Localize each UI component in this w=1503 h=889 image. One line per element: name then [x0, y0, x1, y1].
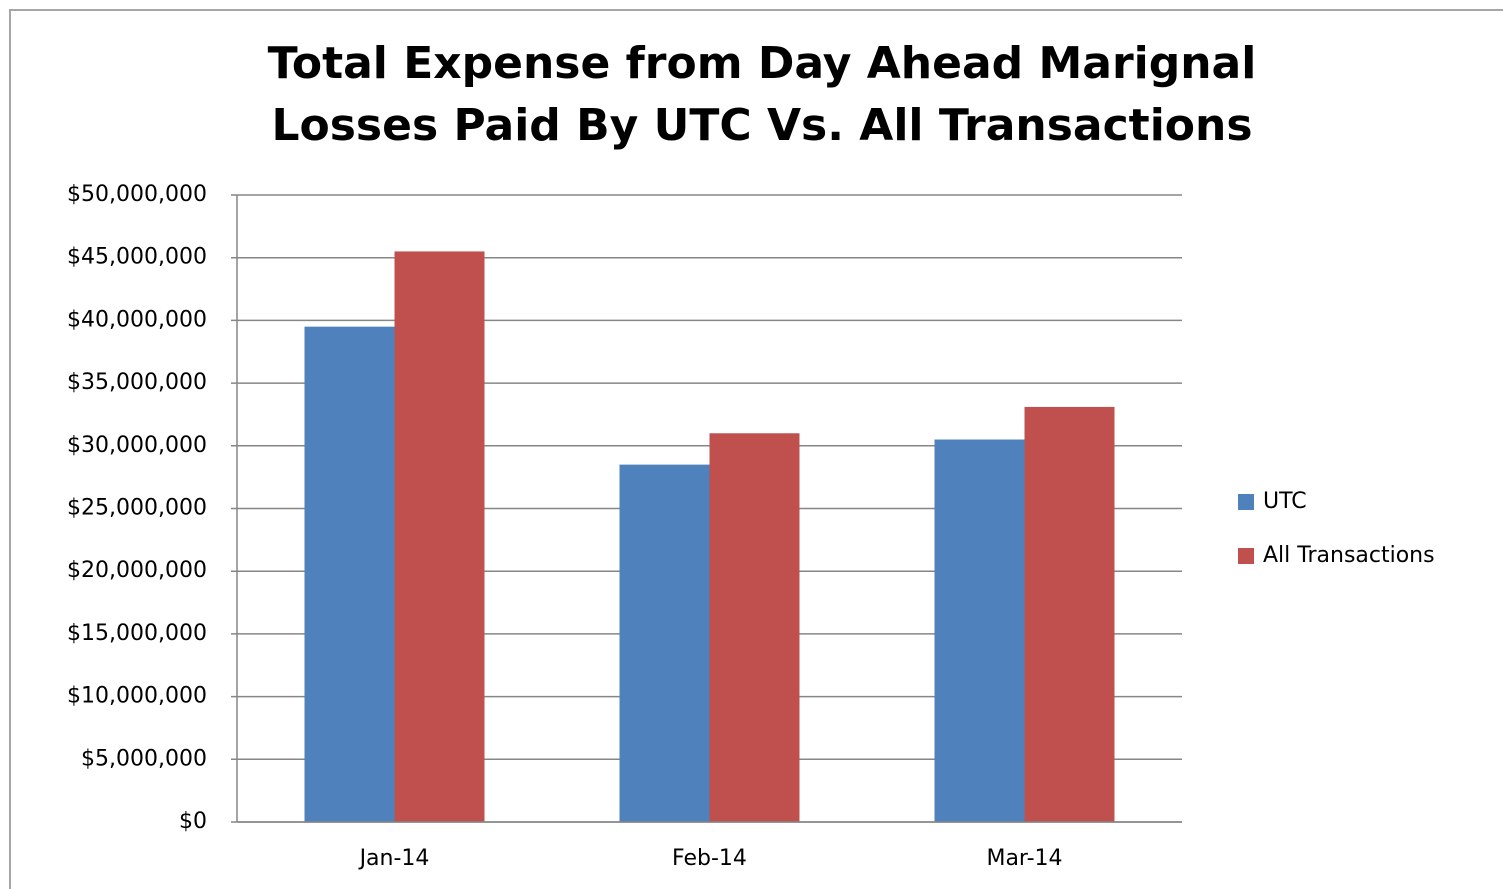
bar	[304, 326, 395, 822]
legend-swatch	[1238, 494, 1254, 510]
legend-swatch	[1238, 548, 1254, 564]
x-tick-label: Mar-14	[986, 846, 1062, 871]
y-tick-label: $15,000,000	[67, 621, 207, 646]
y-tick-label: $25,000,000	[67, 496, 207, 521]
x-tick-label: Jan-14	[358, 846, 430, 871]
legend-label: All Transactions	[1263, 543, 1435, 568]
bar	[619, 464, 710, 822]
bar	[394, 251, 485, 822]
chart-title: Total Expense from Day Ahead Marignal	[268, 38, 1257, 89]
bar	[1024, 406, 1115, 822]
y-tick-label: $0	[179, 809, 207, 834]
y-tick-label: $5,000,000	[81, 746, 207, 771]
bar	[934, 439, 1025, 822]
y-tick-label: $35,000,000	[67, 370, 207, 395]
legend-label: UTC	[1263, 489, 1307, 514]
y-tick-label: $45,000,000	[67, 245, 207, 270]
bar	[709, 433, 800, 822]
y-tick-label: $30,000,000	[67, 433, 207, 458]
y-tick-label: $20,000,000	[67, 558, 207, 583]
y-tick-label: $10,000,000	[67, 684, 207, 709]
chart-title: Losses Paid By UTC Vs. All Transactions	[271, 100, 1252, 151]
y-tick-label: $40,000,000	[67, 307, 207, 332]
y-tick-label: $50,000,000	[67, 182, 207, 207]
x-tick-label: Feb-14	[672, 846, 747, 871]
